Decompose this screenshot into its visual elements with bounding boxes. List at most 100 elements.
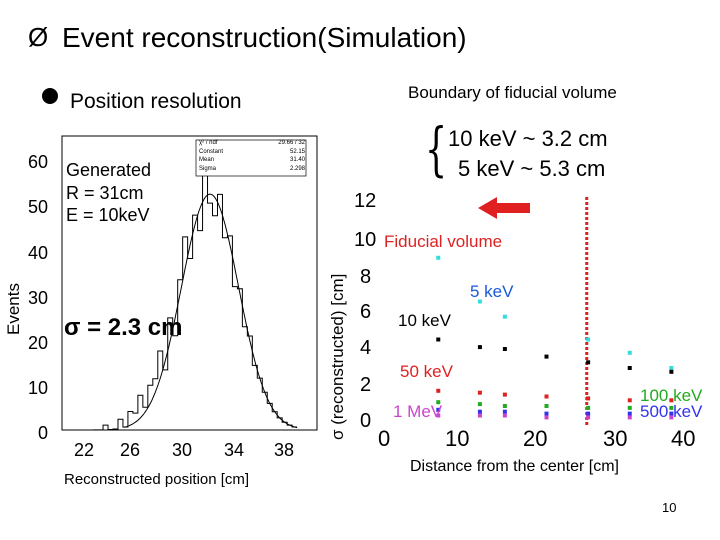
point-50-kev xyxy=(586,396,591,401)
hist-ytick: 60 xyxy=(27,152,48,172)
scatter-ytick: 12 xyxy=(354,190,377,212)
hist-ytick: 0 xyxy=(37,423,48,443)
scatter-ytick: 0 xyxy=(360,410,372,432)
point-500-kev xyxy=(627,411,632,416)
point-500-kev xyxy=(669,411,674,416)
scatter-ytick: 6 xyxy=(360,301,372,323)
fiducial-volume-label: Fiducial volume xyxy=(384,232,503,251)
point-10-kev xyxy=(586,360,591,365)
point-1-mev xyxy=(502,413,507,418)
point-50-kev xyxy=(544,394,549,399)
histogram-frame xyxy=(61,135,318,431)
subtitle-bullet-icon xyxy=(42,88,58,104)
scatter-ytick: 8 xyxy=(360,266,372,288)
point-50-kev xyxy=(627,398,632,403)
series-label-100kev: 100 keV xyxy=(640,386,703,405)
hist-ytick: 40 xyxy=(27,243,48,263)
hist-ytick: 20 xyxy=(27,333,48,353)
point-5-kev xyxy=(502,314,507,319)
point-5-kev xyxy=(586,337,591,342)
generated-energy: E = 10keV xyxy=(66,205,150,225)
point-100-kev xyxy=(477,402,482,407)
point-10-kev xyxy=(477,345,482,350)
stats-val: 31.40 xyxy=(289,157,305,163)
stats-box xyxy=(195,139,307,177)
series-label-50kev: 50 keV xyxy=(400,362,453,381)
scatter-ytick: 2 xyxy=(360,374,372,396)
point-1-mev xyxy=(477,413,482,418)
point-10-kev xyxy=(669,369,674,374)
point-1-mev xyxy=(544,415,549,420)
stats-box-text: χ² / ndf 29.66 / 32 Constant 52.15 Mean 31.… xyxy=(199,139,305,173)
point-1-mev xyxy=(627,415,632,420)
scatter-frame xyxy=(380,197,713,425)
scatter-xtick: 30 xyxy=(603,426,628,451)
sigma-label: σ = 2.3 cm xyxy=(64,314,183,341)
stats-key: Sigma xyxy=(199,165,217,172)
scatter-xtick: 40 xyxy=(671,426,696,451)
point-50-kev xyxy=(477,390,482,395)
stats-val: 2.298 xyxy=(289,165,305,172)
stats-val: 52.15 xyxy=(289,148,305,155)
scatter-ytick: 4 xyxy=(360,337,372,359)
generated-label: Generated xyxy=(66,160,152,180)
point-10-kev xyxy=(502,347,507,351)
boundary-label: Boundary of fiducial volume xyxy=(408,83,617,102)
hist-xtick: 34 xyxy=(224,440,245,460)
stats-key: Mean xyxy=(199,157,215,163)
histogram-fit-curve xyxy=(124,193,298,429)
point-100-kev xyxy=(436,400,441,405)
hist-xtick: 26 xyxy=(120,440,141,460)
scatter-xlabel: Distance from the center [cm] xyxy=(410,458,619,475)
point-500-kev xyxy=(477,409,482,414)
series-label-1mev: 1 MeV xyxy=(393,402,443,421)
scatter-ylabel: σ (reconstructed) [cm] xyxy=(328,273,347,440)
stats-key: Constant xyxy=(199,148,224,155)
stats-val: 29.66 / 32 xyxy=(278,140,305,146)
point-500-kev xyxy=(586,411,591,416)
point-1-mev xyxy=(669,415,674,420)
resolution-line-10kev: 10 keV ~ 3.2 cm xyxy=(448,126,608,151)
point-5-kev xyxy=(436,255,441,260)
title-bullet-icon: Ø xyxy=(28,22,49,52)
scatter-xtick: 20 xyxy=(523,426,548,451)
series-label-10kev: 10 keV xyxy=(398,311,451,330)
hist-xlabel: Reconstructed position [cm] xyxy=(64,471,250,488)
arrow-left-icon xyxy=(478,197,530,219)
point-5-kev xyxy=(669,366,674,370)
point-1-mev xyxy=(436,413,441,418)
point-100-kev xyxy=(627,405,632,410)
stats-key: χ² / ndf xyxy=(199,140,218,146)
hist-xtick: 38 xyxy=(274,440,295,460)
scatter-xtick: 0 xyxy=(378,426,391,451)
point-100-kev xyxy=(544,404,549,408)
point-500-kev xyxy=(436,407,441,412)
resolution-line-5kev: 5 keV ~ 5.3 cm xyxy=(458,156,606,181)
hist-ytick: 30 xyxy=(27,288,48,308)
slide-title: Event reconstruction(Simulation) xyxy=(62,22,467,53)
point-100-kev xyxy=(502,404,507,408)
hist-ytick: 10 xyxy=(27,378,48,398)
point-5-kev xyxy=(477,299,482,304)
subtitle: Position resolution xyxy=(70,90,242,113)
hist-xtick: 30 xyxy=(172,440,193,460)
scatter-xtick: 10 xyxy=(445,426,470,451)
hist-ytick: 50 xyxy=(27,197,48,217)
point-10-kev xyxy=(436,337,441,342)
hist-xtick: 22 xyxy=(74,440,95,460)
series-label-500kev: 500 keV xyxy=(640,402,703,421)
point-5-kev xyxy=(627,350,632,355)
point-500-kev xyxy=(544,411,549,416)
scatter-ytick: 10 xyxy=(354,229,377,251)
point-100-kev xyxy=(669,405,674,410)
point-50-kev xyxy=(436,388,441,393)
point-10-kev xyxy=(627,366,632,370)
point-100-kev xyxy=(586,405,591,410)
page-number: 10 xyxy=(662,500,677,515)
point-1-mev xyxy=(586,415,591,420)
point-50-kev xyxy=(669,398,674,403)
brace-icon: { xyxy=(425,115,448,183)
point-50-kev xyxy=(502,392,507,397)
